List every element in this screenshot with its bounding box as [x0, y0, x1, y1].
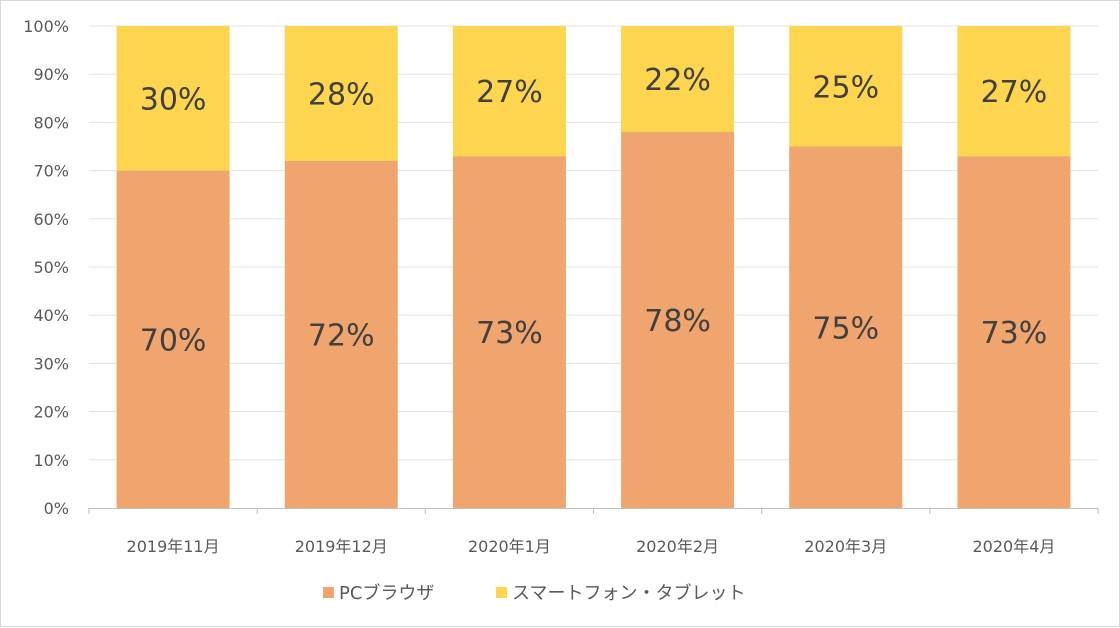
y-tick-label: 20%: [33, 403, 69, 422]
data-labels: 70% 30% 72% 28% 73% 27% 78% 22% 75% 25% 73% 27%: [140, 63, 1048, 358]
y-tick-label: 80%: [33, 113, 69, 132]
y-tick-label: 10%: [33, 451, 69, 470]
bar-segment-1-4: [789, 26, 903, 147]
axes: [88, 508, 1099, 514]
y-tick-label: 30%: [33, 354, 69, 373]
y-tick-label: 0%: [44, 499, 69, 518]
bar-segment-1-1: [284, 26, 398, 161]
legend-label: スマートフォン・タブレット: [512, 582, 745, 604]
legend-label: PCブラウザ: [339, 582, 434, 604]
bar-segment-1-0: [116, 26, 230, 171]
x-tick-label: 2019年12月: [295, 537, 388, 556]
x-tick-label: 2019年11月: [127, 537, 220, 556]
y-tick-label: 60%: [33, 210, 69, 229]
gridlines: [89, 25, 1098, 461]
x-tick-labels: 2019年11月 2019年12月 2020年1月 2020年2月 2020年3月 202…: [127, 537, 1056, 556]
bar-segment-0-1: [284, 160, 398, 508]
bar-segment-0-0: [116, 170, 230, 508]
data-label: 73%: [981, 316, 1048, 351]
data-label: 30%: [140, 82, 207, 117]
bar-segment-1-3: [621, 26, 735, 133]
bar-segment-0-5: [957, 156, 1071, 508]
y-tick-label: 40%: [33, 306, 69, 325]
data-label: 70%: [140, 323, 207, 358]
bar-segment-1-2: [452, 26, 566, 157]
data-label: 78%: [644, 304, 711, 339]
data-label: 72%: [308, 318, 375, 353]
data-label: 25%: [812, 70, 879, 105]
bar-segment-1-5: [957, 26, 1071, 157]
bar-segment-0-3: [621, 132, 735, 509]
data-label: 73%: [476, 316, 543, 351]
bars: [116, 26, 1071, 509]
y-tick-label: 100%: [23, 17, 69, 36]
legend: PCブラウザ スマートフォン・タブレット: [323, 582, 745, 604]
legend-swatch-1: [496, 587, 507, 598]
data-label: 28%: [308, 77, 375, 112]
data-label: 75%: [812, 311, 879, 346]
y-tick-label: 70%: [33, 162, 69, 181]
bar-segment-0-2: [452, 156, 566, 508]
y-tick-labels: 0% 10% 20% 30% 40% 50% 60% 70% 80% 90% 100%: [23, 17, 69, 518]
x-tick-label: 2020年4月: [972, 537, 1055, 556]
data-label: 27%: [981, 75, 1048, 110]
x-tick-label: 2020年3月: [804, 537, 887, 556]
y-tick-label: 50%: [33, 258, 69, 277]
legend-swatch-0: [323, 587, 334, 598]
data-label: 22%: [644, 63, 711, 98]
y-tick-label: 90%: [33, 65, 69, 84]
x-tick-label: 2020年2月: [636, 537, 719, 556]
data-label: 27%: [476, 75, 543, 110]
x-tick-label: 2020年1月: [468, 537, 551, 556]
bar-segment-0-4: [789, 146, 903, 508]
